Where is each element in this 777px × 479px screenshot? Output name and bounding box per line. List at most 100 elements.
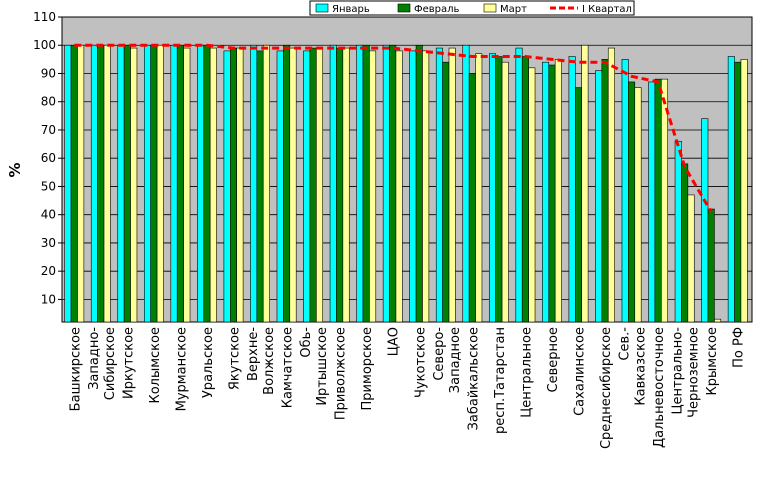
bar xyxy=(568,56,576,323)
legend-swatch xyxy=(397,3,411,13)
x-tick-label: Центрально- xyxy=(671,327,686,415)
legend-label: I Квартал xyxy=(582,4,632,15)
x-tick-label: Камчатское xyxy=(281,327,296,408)
bar xyxy=(442,61,450,323)
x-tick-label: Верхне- xyxy=(246,327,261,381)
y-axis-label: % xyxy=(6,162,24,177)
bar xyxy=(554,59,562,323)
bar xyxy=(250,44,258,323)
x-tick-label: Уральское xyxy=(201,327,216,398)
legend-label: Март xyxy=(500,4,527,15)
y-tick-label: 20 xyxy=(41,264,56,278)
bar xyxy=(435,47,443,323)
x-tick-label: ЦАО xyxy=(387,327,402,356)
bar xyxy=(475,53,483,323)
bar xyxy=(674,140,682,323)
bar xyxy=(362,44,370,323)
bar xyxy=(488,53,496,323)
bar xyxy=(123,44,131,323)
bar xyxy=(468,73,476,323)
bar xyxy=(77,44,85,323)
x-tick-label: Забайкальское xyxy=(466,327,481,430)
bar xyxy=(621,59,629,323)
bar xyxy=(521,56,529,323)
bar xyxy=(283,44,291,323)
bar xyxy=(176,44,184,323)
legend-swatch xyxy=(315,3,329,13)
bar xyxy=(103,44,111,323)
bar xyxy=(515,47,523,323)
bar xyxy=(342,47,350,323)
x-tick-label: Северное xyxy=(546,327,561,392)
y-tick-label: 60 xyxy=(41,151,56,165)
bar xyxy=(415,44,423,323)
x-tick-label: Иртышское xyxy=(315,327,330,406)
x-tick-label: Приволжское xyxy=(334,327,349,420)
x-tick-label: Иркутское xyxy=(121,327,136,399)
bar xyxy=(316,47,324,323)
x-tick-label: Колымское xyxy=(148,327,163,404)
x-tick-label: Приморское xyxy=(360,327,375,410)
bar xyxy=(727,56,735,323)
bar xyxy=(230,47,238,323)
x-tick-label: По РФ xyxy=(732,327,747,368)
x-tick-label: Сахалинское xyxy=(573,327,588,416)
x-tick-label: Якутское xyxy=(228,327,243,390)
x-tick-label: Мурманское xyxy=(174,327,189,411)
bar xyxy=(276,50,284,323)
y-tick-label: 80 xyxy=(41,95,56,109)
y-tick-label: 110 xyxy=(33,10,56,24)
bar xyxy=(389,44,397,323)
y-tick-label: 30 xyxy=(41,236,56,250)
x-tick-label: Волжское xyxy=(262,327,277,395)
bar xyxy=(654,78,662,323)
bar xyxy=(448,47,456,323)
series-line xyxy=(74,43,713,213)
bar xyxy=(714,318,722,323)
bar xyxy=(97,44,105,323)
bar xyxy=(581,44,589,323)
bar xyxy=(64,44,72,323)
bar xyxy=(734,61,742,323)
legend-box xyxy=(309,0,635,16)
y-tick-label: 70 xyxy=(41,123,56,137)
bar xyxy=(90,44,98,323)
x-tick-label: Северо- xyxy=(432,327,447,381)
x-tick-label: Среднесибирское xyxy=(599,327,614,449)
x-tick-label: Сибирское xyxy=(103,327,118,400)
bar xyxy=(687,194,695,323)
bar xyxy=(256,50,264,323)
bar xyxy=(501,61,509,323)
bar xyxy=(183,47,191,323)
bar xyxy=(495,56,503,323)
bar xyxy=(542,61,550,323)
bar xyxy=(236,47,244,323)
bar xyxy=(574,87,582,323)
bar xyxy=(409,50,417,323)
bar xyxy=(70,44,78,323)
x-tick-label: Дальневосточное xyxy=(652,327,667,448)
bar xyxy=(382,44,390,323)
bar xyxy=(143,44,151,323)
bar xyxy=(336,47,344,323)
bar xyxy=(329,44,337,323)
x-tick-label: Черноземное xyxy=(687,327,702,418)
bar xyxy=(117,44,125,323)
bar xyxy=(150,44,158,323)
bar xyxy=(707,208,715,323)
bar xyxy=(648,81,656,323)
bar xyxy=(701,118,709,323)
bar xyxy=(303,50,311,323)
y-tick-label: 40 xyxy=(41,208,56,222)
x-tick-label: Центральное xyxy=(519,327,534,418)
bar xyxy=(209,47,217,323)
bar xyxy=(462,44,470,323)
bar xyxy=(595,70,603,323)
y-tick-label: 100 xyxy=(33,38,56,52)
bar xyxy=(130,47,138,323)
bar xyxy=(740,59,748,323)
bar xyxy=(223,50,231,323)
y-tick-label: 90 xyxy=(41,66,56,80)
